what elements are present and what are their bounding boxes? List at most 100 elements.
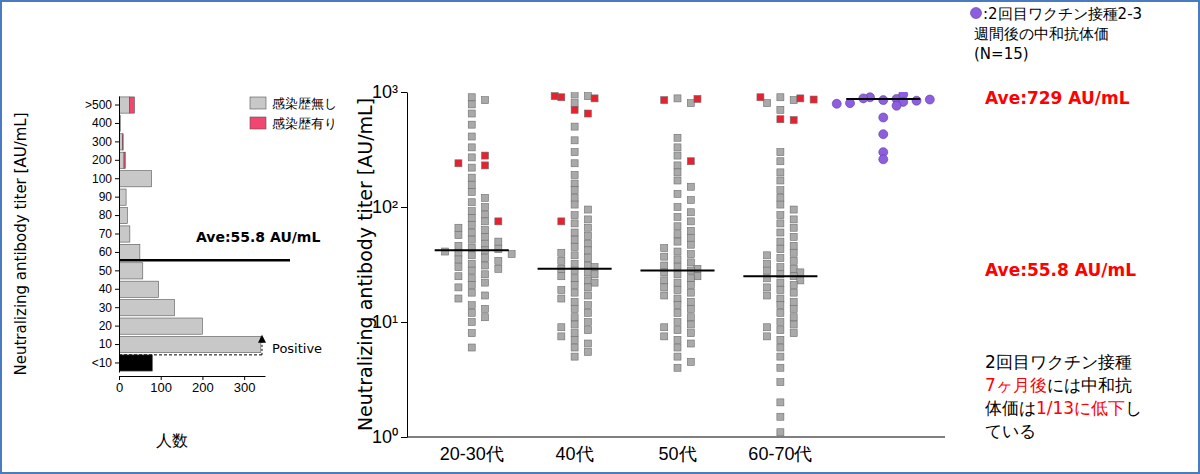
note-text: 1/13に低下	[1036, 398, 1125, 418]
point	[777, 379, 784, 386]
tick-mark	[115, 197, 119, 198]
point	[790, 281, 797, 288]
tick: 80	[99, 208, 119, 222]
bar	[119, 355, 152, 371]
point	[674, 213, 681, 220]
point	[764, 292, 771, 299]
point	[687, 197, 694, 204]
point	[777, 229, 784, 236]
median-line	[640, 270, 714, 272]
point	[764, 252, 771, 259]
point	[495, 218, 502, 225]
point	[764, 284, 771, 291]
point	[661, 97, 668, 104]
point	[674, 279, 681, 286]
points	[435, 92, 935, 436]
point	[455, 273, 462, 280]
point	[482, 255, 489, 262]
point	[571, 281, 578, 288]
point	[777, 364, 784, 371]
point	[468, 229, 475, 236]
point	[777, 194, 784, 201]
point	[584, 240, 591, 247]
point	[764, 267, 771, 274]
legend-marker	[971, 8, 982, 19]
point	[584, 110, 591, 117]
mean-line	[119, 259, 290, 262]
y-axis-title: Neutralizing antibody titer [AU/mL]	[354, 98, 376, 431]
point	[777, 295, 784, 302]
point	[687, 100, 694, 107]
tick: 300	[92, 135, 119, 149]
point	[584, 309, 591, 316]
point	[482, 279, 489, 286]
point	[777, 286, 784, 293]
bar	[124, 152, 125, 168]
point	[687, 330, 694, 337]
tick: 400	[92, 116, 119, 130]
point	[777, 187, 784, 194]
tick-mark	[115, 289, 119, 290]
point	[584, 206, 591, 213]
bar	[158, 281, 159, 297]
point	[674, 144, 681, 151]
point	[584, 247, 591, 254]
tick-mark	[401, 322, 407, 323]
point	[468, 215, 475, 222]
median-line	[538, 268, 612, 270]
point	[571, 344, 578, 351]
point	[764, 260, 771, 267]
point	[571, 160, 578, 167]
tick-label: 20-30代	[440, 444, 504, 464]
point	[694, 95, 701, 102]
note-text: には中和抗	[1047, 375, 1132, 395]
point	[777, 212, 784, 219]
bar	[119, 263, 143, 279]
tick-mark	[115, 270, 119, 271]
point	[777, 201, 784, 208]
tick-label: 70	[99, 227, 113, 241]
legend-swatch	[250, 117, 266, 129]
point	[925, 95, 934, 104]
legend-label: 週間後の中和抗体価	[974, 25, 1109, 43]
point	[468, 330, 475, 337]
point	[468, 154, 475, 161]
tick: 20-30代	[440, 444, 504, 464]
point	[468, 182, 475, 189]
point	[571, 252, 578, 259]
point	[482, 152, 489, 159]
axis-line	[407, 93, 408, 438]
point	[661, 262, 668, 269]
point	[764, 100, 771, 107]
point	[482, 262, 489, 269]
point	[571, 298, 578, 305]
note-text: し	[1125, 398, 1142, 418]
annotation: Ave:729 AU/mL	[985, 88, 1130, 108]
tick-label: >500	[85, 98, 112, 112]
tick-label: 80	[99, 208, 113, 222]
point	[674, 162, 681, 169]
tick-mark	[115, 252, 119, 253]
point	[468, 121, 475, 128]
point	[790, 321, 797, 328]
point	[584, 292, 591, 299]
legend: 感染歴無し感染歴有り	[250, 96, 337, 131]
point	[571, 137, 578, 144]
tick: 0	[116, 376, 123, 395]
point	[674, 336, 681, 343]
point	[468, 94, 475, 101]
tick-label: 20	[99, 319, 113, 333]
point	[591, 95, 598, 102]
bar	[127, 207, 128, 223]
point	[674, 238, 681, 245]
point	[674, 309, 681, 316]
bar	[119, 207, 127, 223]
tick-mark	[115, 160, 119, 161]
point	[571, 220, 578, 227]
tick: 60-70代	[748, 444, 812, 464]
point	[687, 358, 694, 365]
tick: 200	[92, 153, 119, 167]
point	[468, 144, 475, 151]
tick-label: 0	[116, 380, 123, 395]
point	[455, 232, 462, 239]
